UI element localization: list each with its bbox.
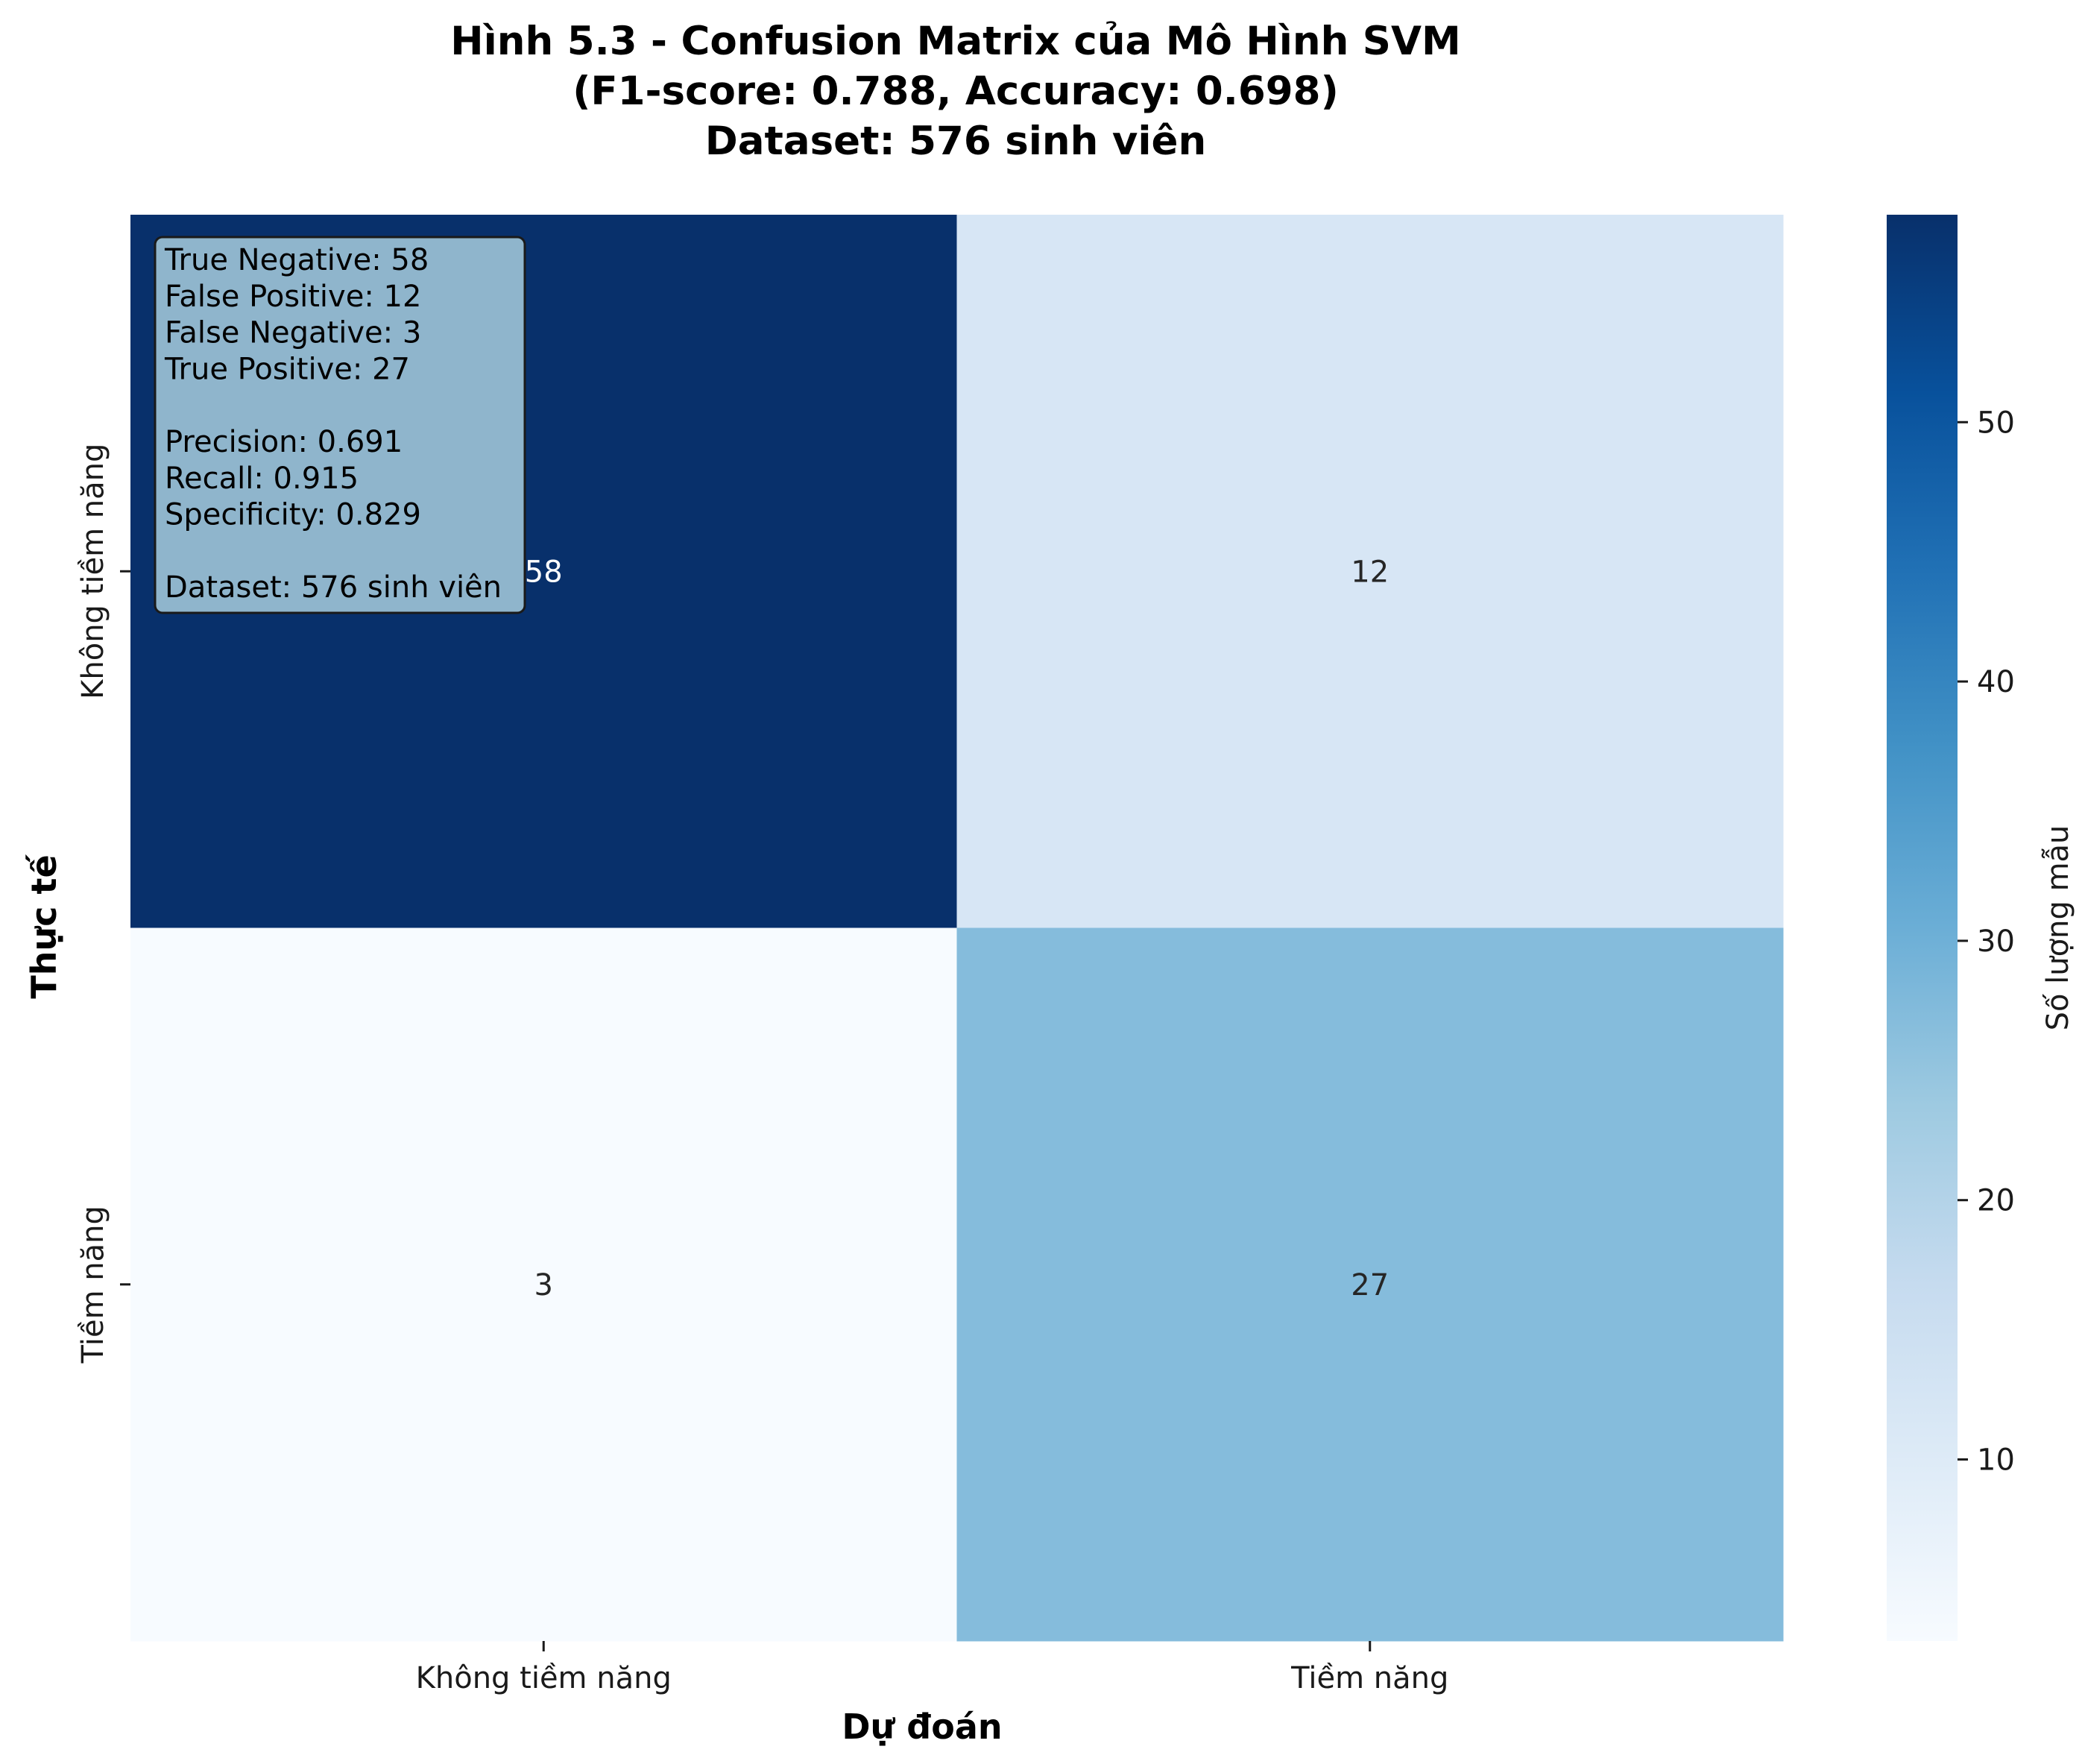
annotation-line: False Negative: 3	[165, 316, 421, 350]
colorbar-tick-label: 40	[1977, 665, 2015, 699]
cell-value-label: 12	[1351, 555, 1389, 589]
annotation-line: True Positive: 27	[164, 352, 410, 386]
colorbar-label: Số lượng mẫu	[2041, 825, 2075, 1031]
annotation-line: True Negative: 58	[164, 243, 429, 277]
y-tick-label: Không tiềm năng	[76, 444, 110, 699]
y-axis-title: Thực tế	[24, 854, 64, 999]
x-tick-label: Tiềm năng	[1290, 1661, 1448, 1695]
chart-title-line-2: (F1-score: 0.788, Accuracy: 0.698)	[572, 69, 1339, 114]
annotation-line: Recall: 0.915	[165, 462, 359, 496]
annotation-line: False Positive: 12	[165, 280, 421, 314]
colorbar-tick-label: 20	[1977, 1184, 2015, 1218]
cell-value-label: 3	[534, 1268, 553, 1302]
cell-value-label: 58	[525, 555, 563, 589]
annotation-box-background	[154, 236, 526, 614]
heatmap-cell	[130, 927, 957, 1642]
heatmap-cell	[956, 215, 1784, 928]
colorbar-tick-label: 10	[1977, 1443, 2015, 1478]
colorbar-tick-label: 50	[1977, 406, 2015, 440]
cell-value-label: 27	[1351, 1268, 1389, 1302]
colorbar-tick-label: 30	[1977, 924, 2015, 959]
heatmap-plot: 58 12 3 27 Không tiềm năng Tiềm năng Không tiề…	[76, 215, 1784, 1695]
chart-title-line-1: Hình 5.3 - Confusion Matrix của Mô Hình …	[450, 19, 1461, 64]
colorbar: 10 20 30 40 50 Số lượng mẫu	[1887, 215, 2075, 1641]
x-tick-label: Không tiềm năng	[416, 1661, 672, 1695]
annotation-line: Specificity: 0.829	[165, 498, 421, 532]
annotation-line: Dataset: 576 sinh viên	[165, 570, 502, 605]
heatmap-cell	[956, 927, 1784, 1642]
annotation-line: Precision: 0.691	[165, 425, 403, 459]
x-axis-title: Dự đoán	[842, 1707, 1002, 1747]
colorbar-gradient	[1887, 215, 1958, 1641]
chart-title-line-3: Dataset: 576 sinh viên	[705, 119, 1206, 164]
y-tick-label: Tiềm năng	[76, 1206, 110, 1364]
